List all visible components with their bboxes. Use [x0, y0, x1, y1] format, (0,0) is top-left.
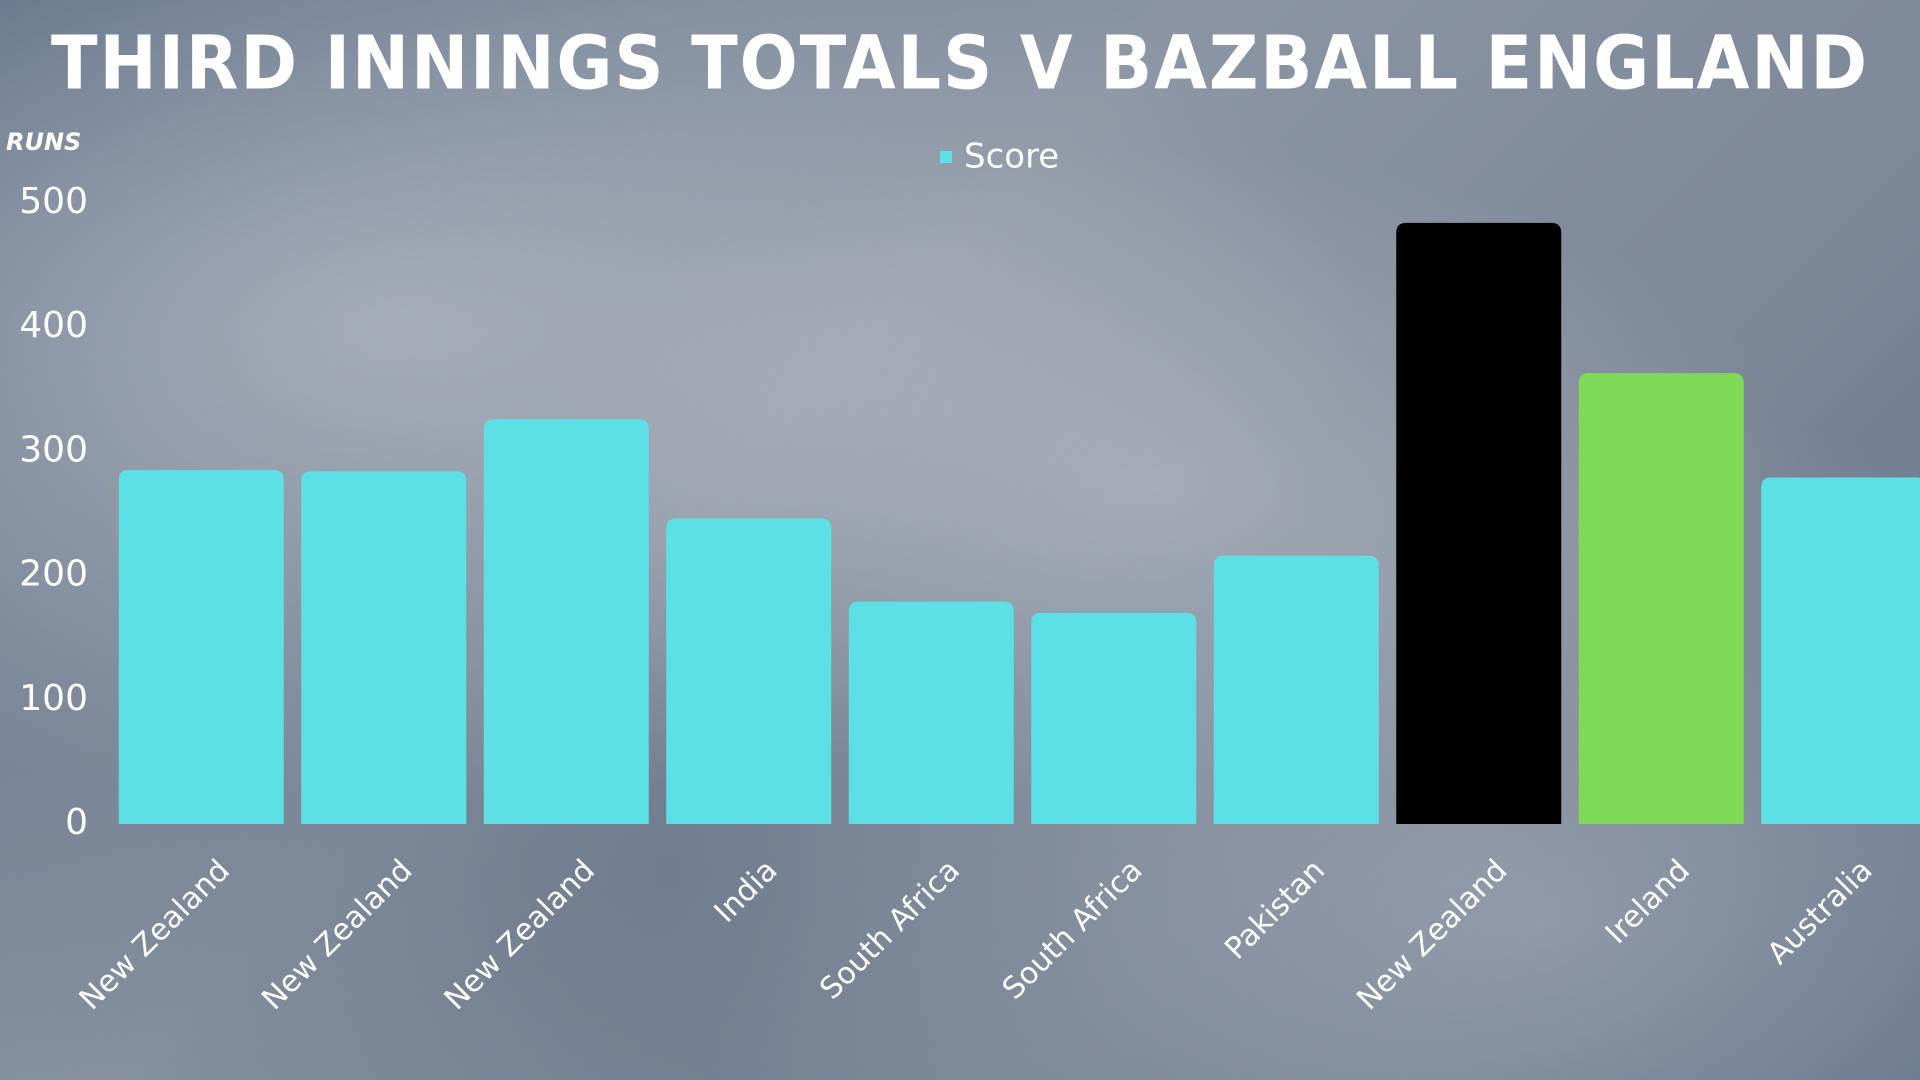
legend-label: Score [964, 137, 1059, 177]
x-tick-label: South Africa [996, 853, 1150, 1007]
y-tick-label: 200 [19, 554, 88, 595]
x-tick-label: Australia [1761, 853, 1880, 972]
bar [1761, 477, 1920, 824]
legend-swatch [940, 151, 952, 163]
chart-title: THIRD INNINGS TOTALS V BAZBALL ENGLAND [51, 21, 1869, 107]
y-tick-label: 100 [19, 678, 88, 719]
bar [118, 470, 284, 824]
bar [1213, 555, 1379, 824]
x-tick-label: Ireland [1599, 853, 1697, 951]
x-tick-label: New Zealand [255, 853, 419, 1017]
bar [666, 518, 832, 824]
x-tick-label: India [708, 853, 785, 930]
y-axis-label: RUNS [6, 128, 81, 156]
y-tick-label: 400 [19, 305, 88, 346]
bar [848, 601, 1014, 824]
bar [483, 419, 649, 824]
x-tick-label: New Zealand [438, 853, 602, 1017]
bar [1578, 373, 1744, 824]
x-tick-label: New Zealand [1350, 853, 1514, 1017]
y-tick-label: 500 [19, 181, 88, 222]
y-tick-label: 0 [65, 802, 88, 843]
bar [1396, 222, 1562, 824]
x-tick-label: South Africa [813, 853, 967, 1007]
bar [301, 471, 467, 824]
x-tick-label: Pakistan [1218, 853, 1332, 967]
y-tick-label: 300 [19, 429, 88, 470]
bar [1031, 612, 1197, 824]
x-tick-label: New Zealand [73, 853, 237, 1017]
